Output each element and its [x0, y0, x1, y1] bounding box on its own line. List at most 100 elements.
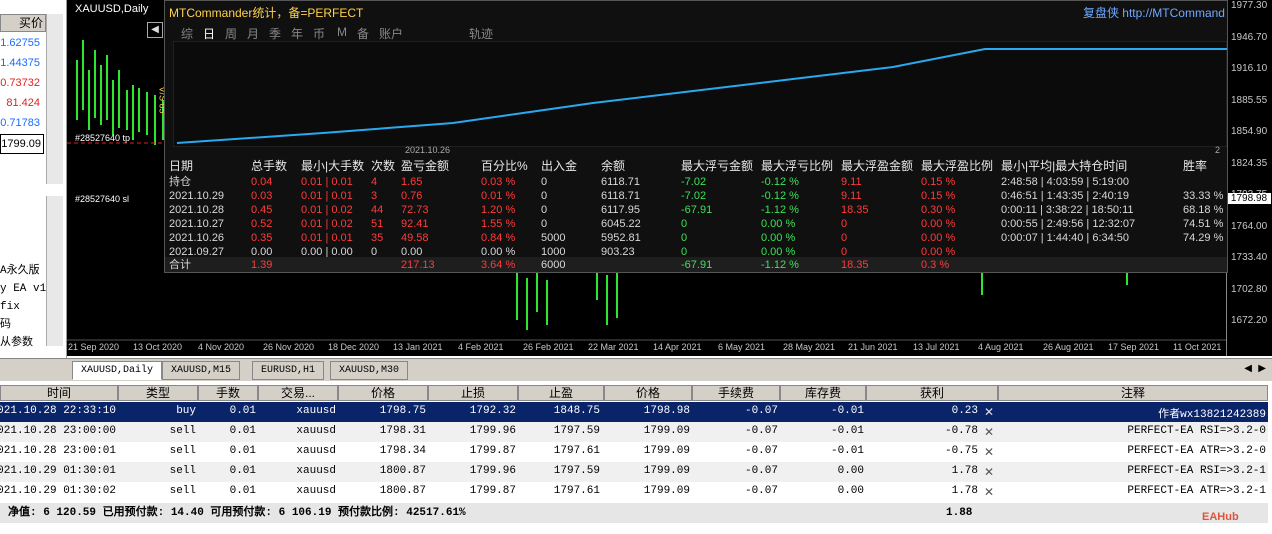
order-cell: -0.07 [744, 425, 778, 437]
order-row[interactable]: 2021.10.29 01:30:02 sell 0.01 xauusd 1800.87… [0, 482, 1268, 502]
panel-site-link[interactable]: 复盘侠 http://MTCommand [1082, 6, 1225, 20]
total-row-bg [165, 257, 1227, 272]
order-column-header[interactable]: 获利 [866, 385, 998, 401]
order-row[interactable]: 2021.10.28 23:00:00 sell 0.01 xauusd 1798.31… [0, 422, 1268, 442]
stats-row: 2021.10.28 0.45 0.01 | 0.02 44 72.73 1.20 % 0 6… [169, 203, 1227, 217]
order-column-header[interactable]: 交易... [258, 385, 338, 401]
navigator-item[interactable]: y EA v1 [0, 283, 47, 295]
navigator-item[interactable]: fix [0, 301, 20, 313]
stats-cell: -0.12 % [761, 176, 799, 188]
period-tab[interactable]: 季 [269, 27, 282, 41]
stats-cell: 6118.71 [601, 190, 640, 202]
collapse-icon[interactable]: ◀ [147, 22, 163, 38]
order-cell: 1797.59 [553, 465, 600, 477]
navigator-item[interactable]: 码 [0, 319, 11, 331]
chart-tab[interactable]: XAUUSD,M15 [162, 361, 241, 380]
market-watch-scrollbar[interactable] [46, 14, 63, 184]
navigator-item[interactable]: 从参数 [0, 337, 33, 349]
close-order-icon[interactable]: ✕ [984, 485, 995, 499]
stats-cell: 0.00 [401, 246, 423, 258]
period-tab[interactable]: 轨迹 [469, 27, 494, 41]
chart-tab[interactable]: XAUUSD,Daily [72, 361, 163, 380]
order-column-header[interactable]: 库存费 [780, 385, 866, 401]
stats-cell: 51 [371, 218, 384, 230]
order-column-header[interactable]: 注释 [998, 385, 1268, 401]
order-column-header[interactable]: 价格 [338, 385, 428, 401]
stats-cell: -1.12 % [761, 204, 799, 216]
tab-scroll-left-icon[interactable]: ◀ [1244, 363, 1252, 374]
order-column-header[interactable]: 止盈 [518, 385, 604, 401]
order-column-header[interactable]: 止损 [428, 385, 518, 401]
order-cell: 0.23 [951, 405, 978, 417]
stats-cell: 1.55 % [481, 218, 516, 230]
stats-cell: 1000 [541, 246, 566, 258]
bid-quote[interactable]: 1799.09 [0, 134, 44, 154]
order-cell: 0.01 [229, 465, 256, 477]
order-cell: 1799.09 [643, 485, 690, 497]
date-tick: 13 Oct 2020 [133, 342, 183, 352]
stats-cell: 5000 [541, 232, 566, 244]
date-tick: 4 Nov 2020 [198, 342, 245, 352]
navigator-item[interactable]: A永久版 [0, 265, 40, 277]
bid-quote[interactable]: 1.44375 [0, 57, 40, 69]
stats-cell: 1.20 % [481, 204, 516, 216]
order-cell: 1.78 [951, 465, 978, 477]
price-tick: 1946.70 [1231, 31, 1268, 43]
period-tab[interactable]: 账户 [379, 27, 404, 41]
period-tab[interactable]: 月 [247, 27, 260, 41]
stats-column-header: 次数 [371, 159, 396, 173]
order-cell: 0.01 [229, 425, 256, 437]
date-tick: 26 Aug 2021 [1043, 342, 1094, 352]
order-cell: 1797.61 [553, 445, 600, 457]
tab-scroll-right-icon[interactable]: ▶ [1258, 363, 1266, 374]
order-cell: 1799.09 [643, 445, 690, 457]
bid-column-header[interactable]: 买价 [0, 14, 46, 32]
order-cell: sell [169, 425, 196, 437]
order-column-header[interactable]: 价格 [604, 385, 692, 401]
trade-terminal: 时间 类型 手数 交易... 价格 止损 止盈 价格 手续费 库存费 获利 注释 2021.10.28… [0, 384, 1272, 534]
stats-cell: 0.00 [251, 246, 273, 258]
order-column-header[interactable]: 类型 [118, 385, 198, 401]
order-row[interactable]: 2021.10.28 23:00:01 sell 0.01 xauusd 1798.34… [0, 442, 1268, 462]
period-tab[interactable]: 币 [313, 27, 326, 41]
stats-cell: 903.23 [601, 246, 635, 258]
close-order-icon[interactable]: ✕ [984, 425, 995, 439]
bid-quote[interactable]: 1.62755 [0, 37, 40, 49]
order-cell: 0.00 [837, 485, 864, 497]
order-cell: xauusd [296, 425, 336, 437]
chart-tab[interactable]: EURUSD,H1 [252, 361, 325, 380]
stats-cell: 0.45 [251, 204, 273, 216]
stats-cell: 6117.95 [601, 204, 640, 216]
close-order-icon[interactable]: ✕ [984, 405, 995, 419]
period-tab[interactable]: 年 [291, 27, 304, 41]
bid-quote[interactable]: 81.424 [6, 97, 40, 109]
order-cell: 1799.87 [469, 445, 516, 457]
period-tab[interactable]: 日 [203, 27, 216, 41]
period-tab[interactable]: 备 [357, 27, 370, 41]
current-price-badge: 1798.98 [1227, 193, 1271, 204]
chart-tab[interactable]: XAUUSD,M30 [330, 361, 409, 380]
order-column-header[interactable]: 手数 [198, 385, 258, 401]
stats-total-cell: 合计 [169, 259, 191, 271]
order-row[interactable]: 2021.10.28 22:33:10 buy 0.01 xauusd 1798.75 1… [0, 402, 1268, 422]
mtcommander-stats-panel: MTCommander统计，备=PERFECT 复盘侠 http://MTCom… [164, 0, 1228, 273]
period-tab[interactable]: 综 [181, 27, 194, 41]
bid-quote[interactable]: 0.71783 [0, 117, 40, 129]
order-column-header[interactable]: 手续费 [692, 385, 780, 401]
order-column-header[interactable]: 时间 [0, 385, 118, 401]
stats-cell: 0 [541, 204, 548, 216]
period-tab[interactable]: M [337, 25, 347, 39]
price-axis: 1977.30 1946.70 1916.10 1885.55 1854.90 1824.… [1226, 0, 1272, 356]
close-order-icon[interactable]: ✕ [984, 465, 995, 479]
navigator-scrollbar[interactable] [46, 196, 63, 346]
order-cell: 0.01 [229, 445, 256, 457]
period-tab[interactable]: 周 [225, 27, 238, 41]
bid-quote[interactable]: 0.73732 [0, 77, 40, 89]
order-cell: 0.01 [229, 405, 256, 417]
stats-cell: 0.52 [251, 218, 273, 230]
stats-cell: 2021.10.27 [169, 218, 225, 230]
order-row[interactable]: 2021.10.29 01:30:01 sell 0.01 xauusd 1800.87… [0, 462, 1268, 482]
close-order-icon[interactable]: ✕ [984, 445, 995, 459]
date-tick: 4 Aug 2021 [978, 342, 1024, 352]
stats-total-cell: 217.13 [401, 259, 435, 271]
